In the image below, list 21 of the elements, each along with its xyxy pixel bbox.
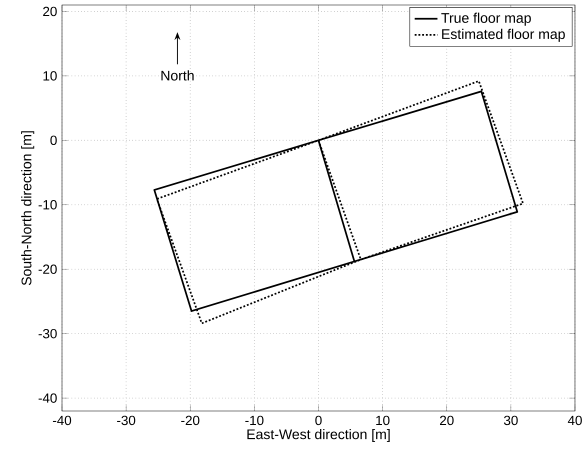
x-tick-label: 30 <box>504 416 518 426</box>
x-axis-title: East-West direction [m] <box>247 428 390 442</box>
x-tick-label: -40 <box>52 416 72 426</box>
x-tick-label: 20 <box>440 416 454 426</box>
legend-label: True floor map <box>441 12 531 26</box>
y-tick-label: -40 <box>38 393 57 403</box>
legend-label: Estimated floor map <box>442 28 565 42</box>
annotation: North <box>161 70 194 81</box>
y-tick-label: -10 <box>38 200 57 210</box>
y-tick-label: 10 <box>43 71 57 81</box>
y-tick-label: 20 <box>43 6 57 16</box>
x-tick-label: 40 <box>568 416 582 426</box>
x-tick-label: -20 <box>181 416 200 426</box>
y-axis-title: South-North direction [m] <box>21 131 34 286</box>
x-tick-label: 0 <box>315 416 322 426</box>
x-tick-label: -30 <box>117 416 136 426</box>
x-tick-label: 10 <box>376 416 390 426</box>
y-tick-label: 0 <box>50 136 57 146</box>
x-tick-label: -10 <box>245 416 264 426</box>
y-tick-label: -20 <box>38 264 57 274</box>
y-tick-label: -30 <box>38 328 57 338</box>
